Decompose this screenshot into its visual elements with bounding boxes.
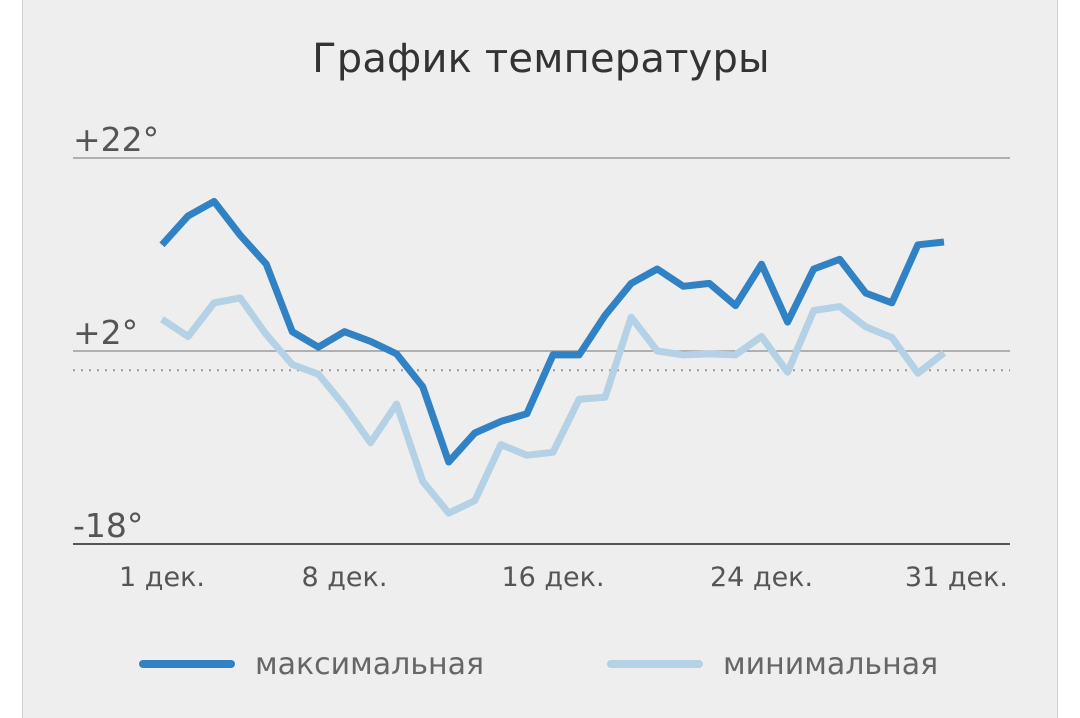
line-chart: +22° +2° -18° 1 дек. 8 дек. 16 дек. 24 дек. 31 … [73,120,1010,593]
chart-title: График температуры [312,36,770,82]
legend-swatch-min [607,660,703,668]
y-tick-label: -18° [73,506,143,545]
y-tick-label: +2° [73,313,138,352]
x-tick-label: 8 дек. [301,562,387,593]
x-tick-label: 31 дек. [905,562,1008,593]
y-tick-label: +22° [73,120,159,159]
legend-swatch-max [139,660,235,668]
x-tick-label: 16 дек. [501,562,604,593]
series-line-max [159,197,945,466]
legend-item-max: максимальная [139,644,484,684]
legend-label-min: минимальная [723,646,939,682]
x-tick-label: 1 дек. [119,562,205,593]
chart-card: График температуры +22° +2° -18° 1 дек. 8 де… [22,0,1058,718]
legend-label-max: максимальная [255,646,485,682]
series-line-min [160,294,947,517]
legend-item-min: минимальная [607,644,938,684]
x-tick-label: 24 дек. [710,562,813,593]
